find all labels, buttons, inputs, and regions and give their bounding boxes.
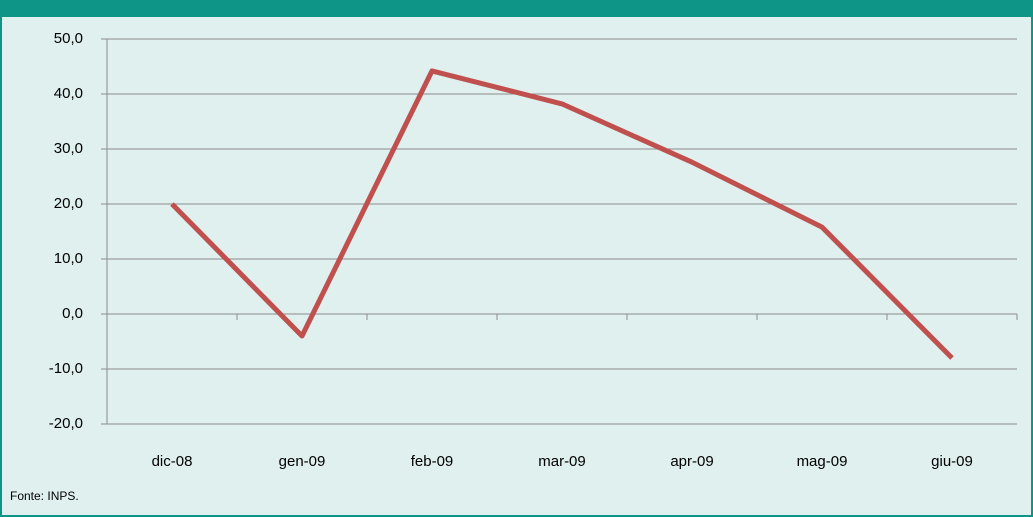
x-tick-label: feb-09 <box>411 453 454 470</box>
y-tick-label: 30,0 <box>54 140 83 157</box>
y-tick-label: -10,0 <box>49 360 83 377</box>
x-tick-label: mar-09 <box>538 453 586 470</box>
header-bar <box>0 0 1033 17</box>
x-tick-label: apr-09 <box>670 453 713 470</box>
x-tick-label: dic-08 <box>152 453 193 470</box>
source-note: Fonte: INPS. <box>10 489 79 503</box>
y-tick-label: 0,0 <box>62 305 83 322</box>
y-tick-label: 10,0 <box>54 250 83 267</box>
y-tick-label: 20,0 <box>54 195 83 212</box>
x-tick-label: giu-09 <box>931 453 973 470</box>
y-tick-label: 40,0 <box>54 85 83 102</box>
data-line <box>170 68 954 360</box>
x-tick-label: mag-09 <box>797 453 848 470</box>
y-tick-label: -20,0 <box>49 415 83 432</box>
y-tick-label: 50,0 <box>54 30 83 47</box>
x-tick-label: gen-09 <box>279 453 326 470</box>
